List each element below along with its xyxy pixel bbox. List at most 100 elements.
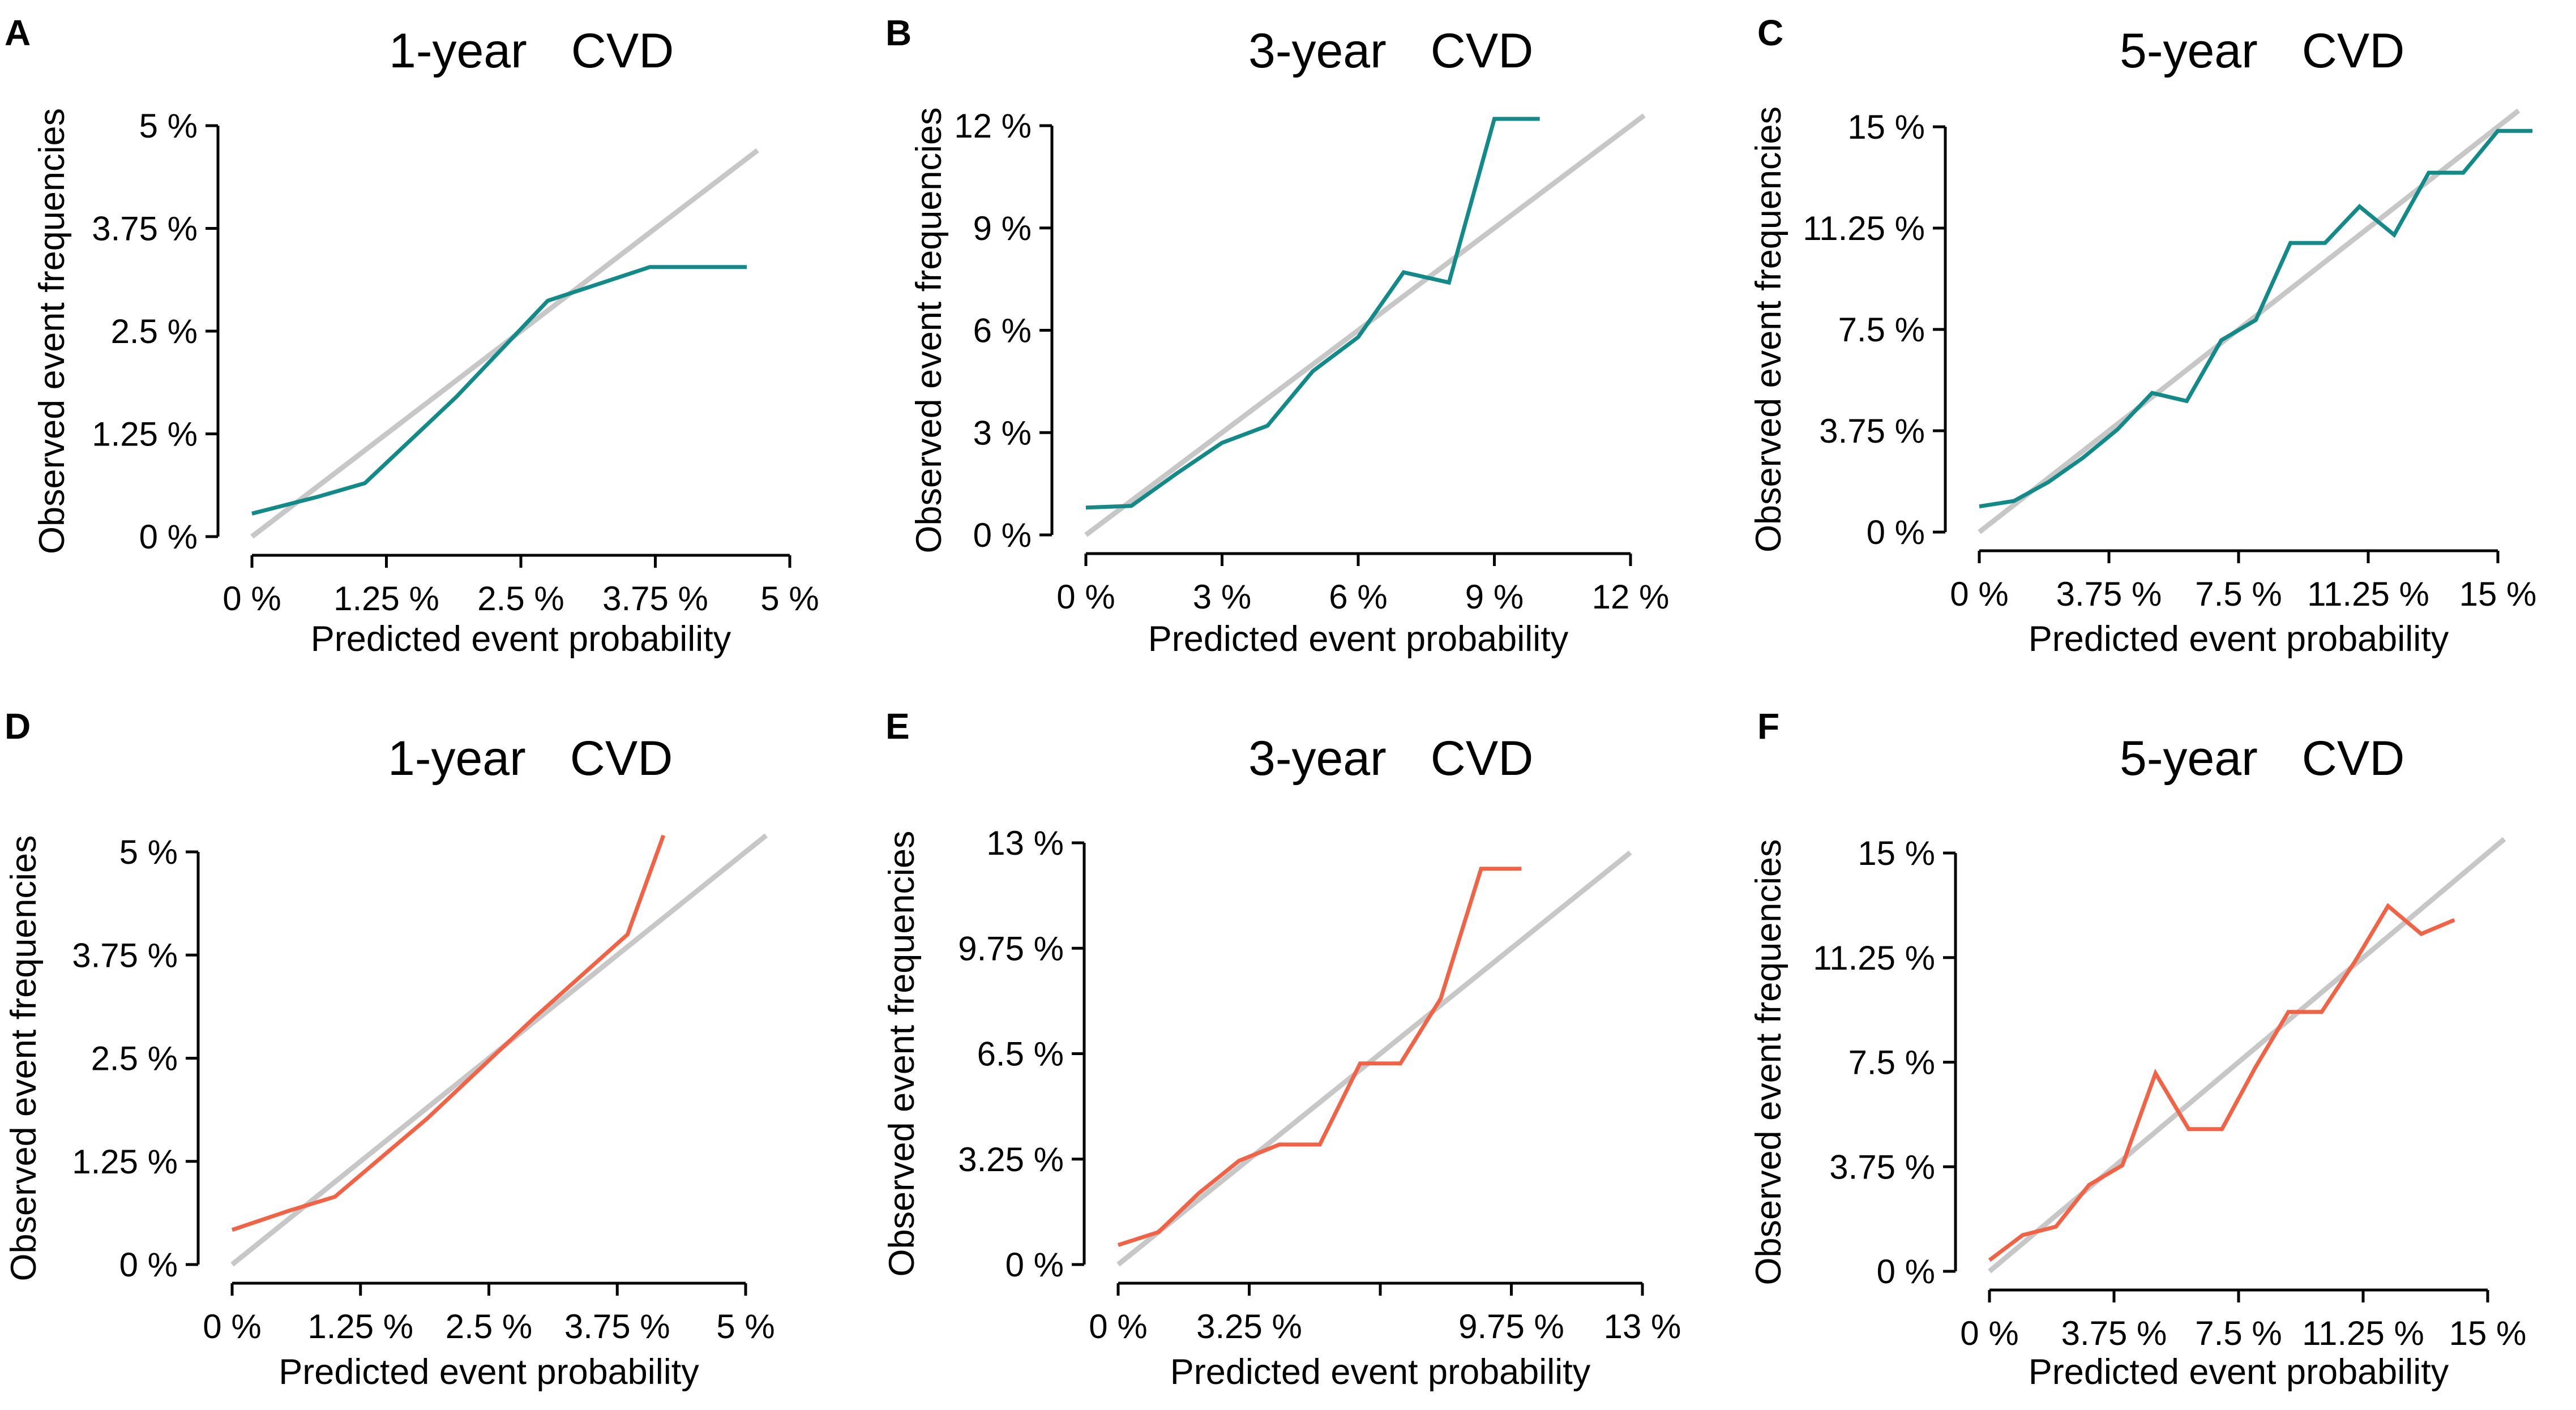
y-tick-label: 7.5 % [1838,311,1925,349]
x-tick-label: 5 % [716,1308,774,1345]
x-tick-label: 0 % [1056,578,1115,616]
y-axis-label: Observed event frequencies [4,835,44,1282]
x-tick-label: 13 % [1604,1308,1681,1345]
x-axis-label: Predicted event probability [1148,619,1569,659]
panel-letter: E [885,706,910,747]
panel-title: 1-year CVD [388,731,673,786]
x-tick-label: 7.5 % [2195,575,2282,613]
y-axis-label: Observed event frequencies [32,108,72,554]
x-tick-label: 3.75 % [564,1308,670,1345]
x-tick-label: 3.75 % [602,580,708,618]
x-axis-label: Predicted event probability [279,1352,699,1392]
x-axis-label: Predicted event probability [2029,1352,2449,1392]
y-tick-label: 3.75 % [72,936,178,974]
title-horizon: 1-year [389,24,527,78]
x-tick-label: 0 % [222,580,281,618]
x-tick-label: 0 % [1960,1314,2018,1352]
calibration-line [1085,117,1540,510]
panel-e: E 3-year CVD 0 % 3.25 % 6.5 % 9.75 % 13 % 0 % 3.2… [882,706,1681,1392]
y-tick-label: 2.5 % [111,312,198,350]
panel-b: B 3-year CVD 0 % 3 % 6 % 9 % 12 % 0 % 3 % 6 % 9 % 12… [885,12,1669,659]
panel-d: D 1-year CVD 0 % 1.25 % 2.5 % 3.75 % 5 % 0 % 1.25… [4,706,775,1392]
panel-a: A 1-year CVD 0 % 1.25 % 2.5 % 3.75 % 5 % 0 % 1.25… [5,12,819,659]
y-tick-label: 2.5 % [91,1040,178,1078]
x-tick-label: 0 % [203,1308,261,1345]
calibration-line [1988,903,2455,1262]
calibration-line [251,265,747,516]
y-tick-label: 6 % [973,312,1032,350]
panel-title: 3-year CVD [1248,24,1533,78]
y-tick-label: 13 % [986,824,1064,862]
x-tick-label: 3.75 % [2056,575,2162,613]
y-tick-label: 3.75 % [92,210,198,248]
y-tick-label: 9 % [973,209,1032,247]
x-tick-label: 11.25 % [2302,1314,2424,1352]
y-tick-label: 15 % [1847,108,1925,146]
title-outcome: CVD [571,24,674,78]
title-horizon: 5-year [2120,731,2258,786]
x-tick-label: 5 % [760,580,819,618]
y-tick-label: 3 % [973,414,1032,452]
x-tick-label: 3.25 % [1196,1308,1302,1345]
calibration-line [1117,867,1522,1247]
x-axis-label: Predicted event probability [2029,619,2449,659]
x-tick-label: 0 % [1089,1308,1147,1345]
y-tick-label: 0 % [1877,1253,1935,1291]
title-outcome: CVD [2302,731,2405,786]
panel-f: F 5-year CVD 0 % 3.75 % 7.5 % 11.25 % 15 % 0 % 3.… [1749,706,2526,1392]
title-horizon: 3-year [1248,731,1387,786]
reference-diagonal [1116,850,1632,1267]
x-axis-label: Predicted event probability [311,619,731,659]
y-tick-label: 3.25 % [958,1141,1064,1178]
reference-diagonal [1978,108,2521,534]
y-tick-label: 1.25 % [72,1143,178,1181]
panel-title: 1-year CVD [389,24,674,78]
x-tick-label: 0 % [1950,575,2008,613]
panel-c: C 5-year CVD 0 % 3.75 % 7.5 % 11.25 % 15 % 0 % 3.… [1749,12,2536,659]
x-tick-label: 1.25 % [333,580,439,618]
x-tick-label: 2.5 % [446,1308,532,1345]
panel-letter: D [5,706,31,747]
title-outcome: CVD [1431,731,1534,786]
x-tick-label: 3 % [1193,578,1251,616]
panel-letter: F [1757,706,1779,747]
y-tick-label: 1.25 % [92,415,198,453]
panel-title: 3-year CVD [1248,731,1533,786]
y-tick-label: 0 % [1867,513,1925,551]
x-tick-label: 9.75 % [1458,1308,1564,1345]
x-axis-label: Predicted event probability [1170,1352,1591,1392]
y-tick-label: 11.25 % [1813,939,1935,977]
y-tick-label: 3.75 % [1829,1148,1935,1186]
panel-title: 5-year CVD [2120,24,2404,78]
y-tick-label: 12 % [954,107,1032,145]
x-tick-label: 3.75 % [2061,1314,2167,1352]
x-tick-label: 11.25 % [2307,575,2429,613]
calibration-line [231,834,666,1232]
y-tick-label: 15 % [1858,834,1935,872]
title-outcome: CVD [570,731,673,786]
y-tick-label: 0 % [1005,1246,1064,1284]
title-outcome: CVD [2302,24,2405,78]
x-tick-label: 15 % [2459,575,2537,613]
y-tick-label: 3.75 % [1819,412,1925,450]
y-tick-label: 0 % [973,516,1032,554]
y-tick-label: 5 % [119,833,178,871]
panel-letter: A [5,12,31,53]
x-tick-label: 9 % [1465,578,1524,616]
y-tick-label: 6.5 % [977,1035,1064,1073]
reference-diagonal [1988,837,2506,1274]
x-tick-label: 7.5 % [2195,1314,2282,1352]
y-tick-label: 7.5 % [1848,1044,1935,1082]
y-tick-label: 0 % [139,518,198,556]
title-horizon: 1-year [388,731,526,786]
y-axis-label: Observed event frequencies [882,831,922,1277]
y-tick-label: 0 % [119,1246,178,1284]
y-tick-label: 5 % [139,107,198,145]
y-axis-label: Observed event frequencies [909,108,949,554]
title-horizon: 3-year [1248,24,1387,78]
x-tick-label: 12 % [1592,578,1670,616]
panel-letter: C [1757,12,1783,53]
title-horizon: 5-year [2120,24,2258,78]
x-tick-label: 6 % [1329,578,1387,616]
